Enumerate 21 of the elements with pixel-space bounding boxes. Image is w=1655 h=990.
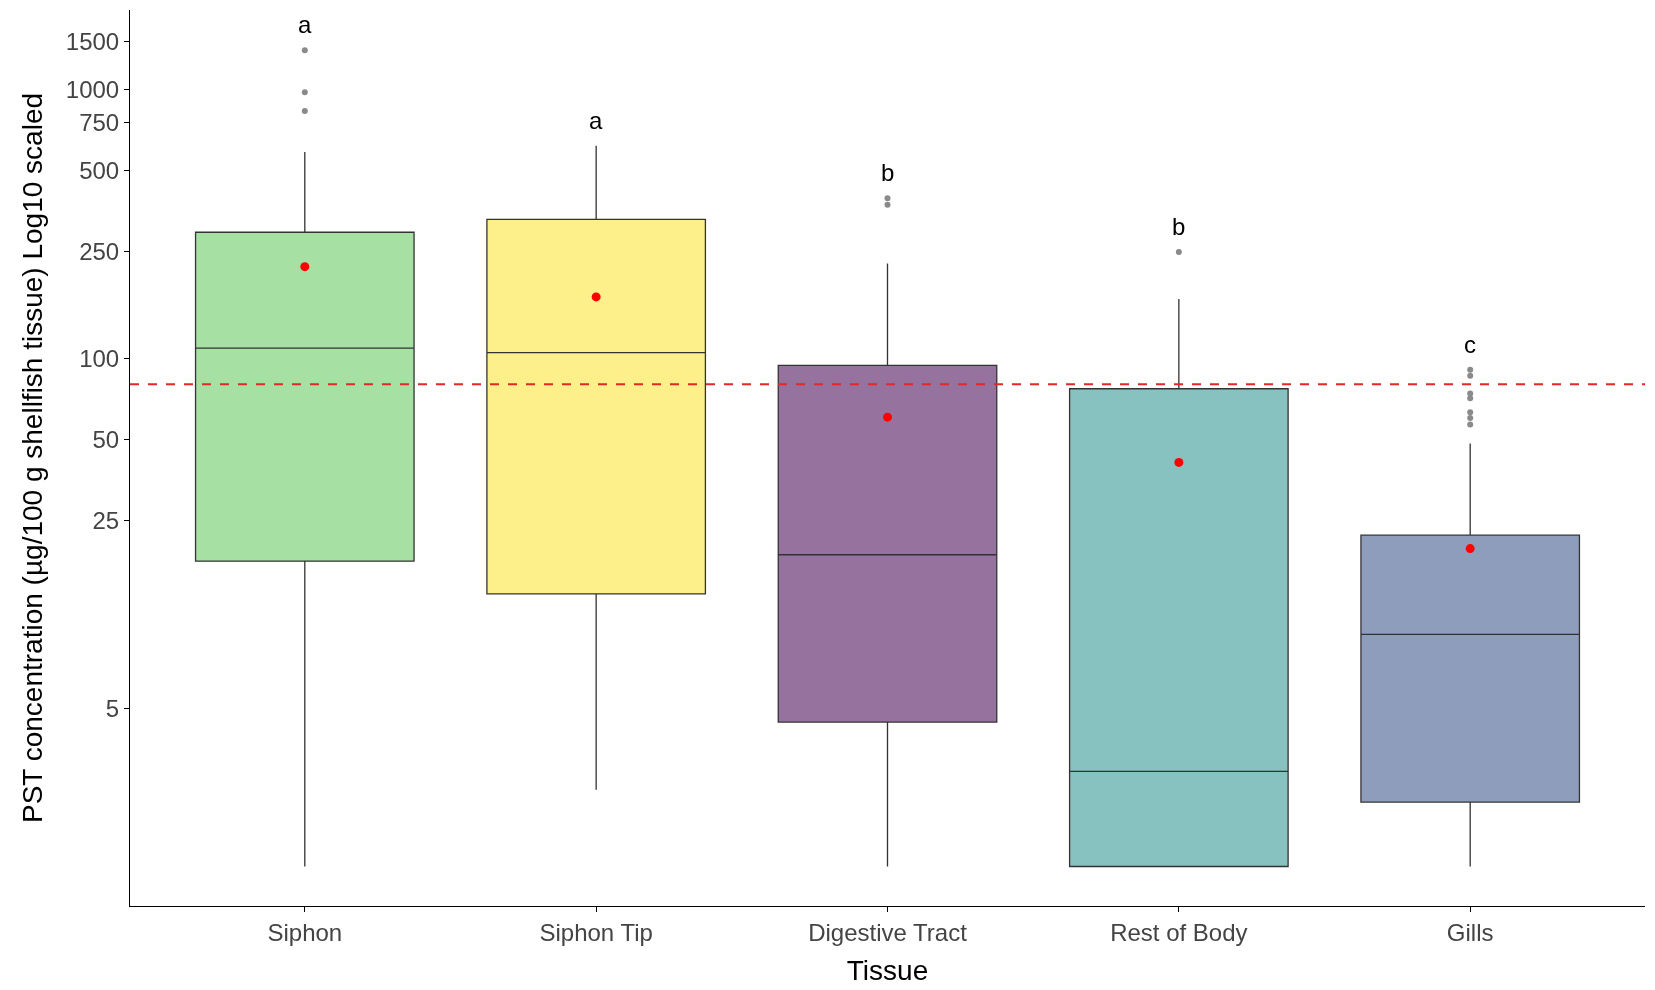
y-axis-title: PST concentration (µg/100 g shellfish tissue) Log10 scaled <box>16 92 48 824</box>
y-tick-label: 750 <box>79 109 120 137</box>
y-tick-label: 500 <box>79 156 120 184</box>
x-tick-label: Rest of Body <box>1110 918 1248 946</box>
x-tick-label: Digestive Tract <box>808 918 968 946</box>
y-tick-label: 100 <box>79 344 120 372</box>
y-tick-label: 5 <box>105 694 120 722</box>
x-tick-label: Siphon Tip <box>539 918 653 946</box>
y-tick-label: 25 <box>92 506 120 534</box>
y-tick-label: 50 <box>92 425 120 453</box>
x-tick-label: Gills <box>1446 918 1494 946</box>
x-axis-title: Tissue <box>846 954 929 986</box>
annotation: a <box>589 107 603 134</box>
y-tick-label: 1000 <box>65 75 120 103</box>
y-tick-label: 1500 <box>65 28 120 56</box>
annotation: a <box>298 11 312 38</box>
x-tick-label: Siphon <box>267 918 343 946</box>
annotation: c <box>1464 331 1476 358</box>
annotation: b <box>1172 213 1186 240</box>
y-tick-label: 250 <box>79 237 120 265</box>
annotation: b <box>881 159 895 186</box>
